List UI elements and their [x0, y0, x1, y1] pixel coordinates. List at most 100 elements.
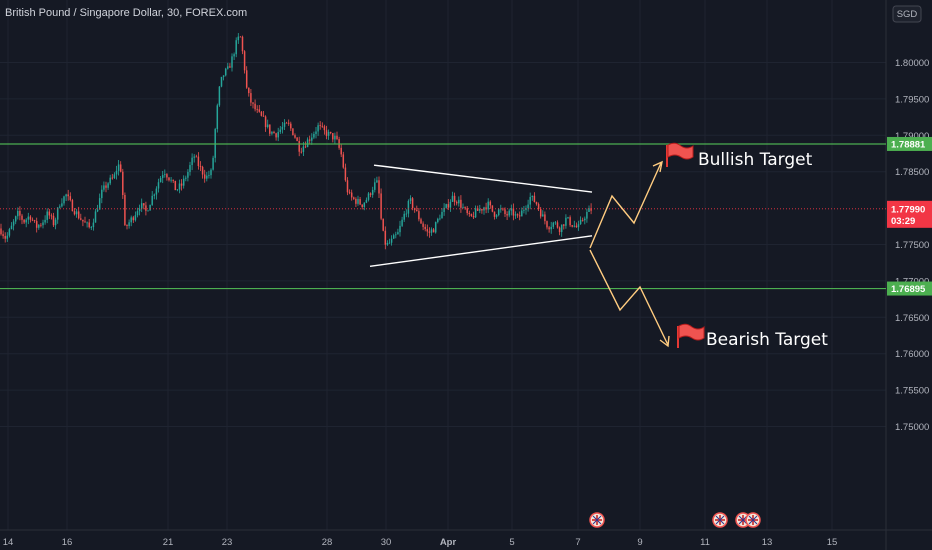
- candle-body: [117, 164, 120, 171]
- candle-body: [208, 175, 210, 176]
- candle-body: [539, 208, 542, 217]
- candle-body: [153, 194, 156, 196]
- candle-body: [445, 204, 447, 208]
- event-diag-2: [748, 515, 758, 525]
- candle-body: [94, 211, 97, 223]
- x-tick-label: 11: [700, 537, 710, 548]
- candle-body: [25, 219, 27, 223]
- candle-body: [266, 124, 269, 128]
- candle-body: [197, 156, 200, 167]
- candle-body: [348, 192, 351, 194]
- candle-body: [508, 210, 510, 216]
- candle-body: [69, 196, 72, 201]
- candle-body: [262, 115, 265, 117]
- candle-body: [451, 195, 454, 202]
- candle-body: [424, 226, 426, 230]
- candle-body: [518, 215, 521, 217]
- candle-body: [506, 214, 508, 216]
- candle-body: [44, 219, 46, 223]
- candle-body: [319, 125, 321, 127]
- candle-body: [203, 174, 206, 179]
- candle-body: [544, 214, 546, 222]
- countdown-label: 03:29: [891, 216, 915, 227]
- x-tick-label: 28: [322, 537, 333, 548]
- candle-body: [523, 209, 525, 211]
- candle-body: [374, 182, 376, 190]
- candle-body: [101, 189, 103, 199]
- candle-body: [82, 219, 84, 222]
- candle-body: [378, 180, 380, 194]
- candle-body: [222, 75, 225, 77]
- candle-body: [470, 214, 473, 217]
- candle-body: [132, 217, 135, 221]
- candle-body: [157, 182, 160, 189]
- candle-body: [537, 204, 540, 209]
- y-tick-label: 1.78500: [895, 167, 929, 178]
- current-price-badge: [887, 200, 932, 228]
- candle-body: [134, 215, 137, 221]
- triangle-upper-line: [373, 164, 593, 193]
- candle-body: [182, 178, 185, 186]
- candle-body: [210, 169, 212, 176]
- candle-body: [258, 109, 261, 112]
- candle-body: [586, 212, 588, 219]
- candle-body: [218, 86, 221, 106]
- candle-body: [48, 211, 51, 216]
- event-diag-2: [592, 515, 602, 525]
- candle-body: [248, 87, 250, 94]
- y-tick-label: 1.80000: [895, 58, 929, 69]
- candle-body: [107, 183, 109, 188]
- event-diag-2: [715, 515, 725, 525]
- candle-body: [344, 167, 347, 181]
- time-axis[interactable]: 14 16 21 23 28 30 Apr 5 7 9 11 13 15: [3, 537, 838, 548]
- candle-body: [84, 221, 86, 223]
- candle-body: [124, 195, 126, 226]
- price-axis[interactable]: 1.800001.795001.790001.785001.775001.770…: [887, 58, 932, 433]
- candle-body: [577, 224, 580, 228]
- candle-body: [355, 198, 357, 204]
- candle-body: [560, 224, 563, 233]
- flag-cloth: [667, 142, 694, 160]
- candle-body: [191, 157, 193, 166]
- candle-body: [533, 195, 536, 203]
- x-tick-label: 9: [637, 537, 642, 548]
- y-tick-label: 1.79500: [895, 94, 929, 105]
- candle-body: [42, 222, 44, 226]
- currency-badge[interactable]: [892, 5, 922, 23]
- candle-body: [466, 208, 468, 214]
- candle-body: [287, 122, 290, 124]
- candle-body: [563, 224, 565, 226]
- candle-body: [565, 217, 567, 226]
- candle-body: [170, 179, 172, 181]
- candle-body: [6, 235, 9, 239]
- candle-body: [189, 165, 191, 172]
- candle-body: [432, 229, 435, 233]
- candle-body: [271, 131, 273, 134]
- candle-body: [552, 222, 555, 227]
- current-price-label: 1.77990: [891, 204, 925, 215]
- candle-body: [390, 238, 393, 243]
- candle-body: [510, 208, 513, 211]
- candle-body: [380, 193, 382, 219]
- candle-body: [235, 40, 237, 55]
- candle-body: [33, 220, 36, 222]
- candle-body: [472, 216, 475, 218]
- level-price-label: 1.78881: [891, 139, 926, 150]
- candle-body: [151, 195, 153, 205]
- candle-body: [17, 210, 19, 217]
- candle-body: [521, 210, 523, 217]
- candle-body: [86, 222, 88, 224]
- candle-body: [382, 218, 384, 231]
- candle-body: [75, 211, 78, 215]
- candle-body: [409, 198, 412, 201]
- candle-body: [386, 242, 389, 245]
- candle-body: [80, 218, 82, 220]
- candle-body: [273, 131, 275, 134]
- candle-body: [468, 213, 471, 215]
- candle-body: [231, 56, 233, 68]
- drawings: Bullish Target Bearish Target: [369, 142, 828, 350]
- candle-body: [35, 221, 38, 228]
